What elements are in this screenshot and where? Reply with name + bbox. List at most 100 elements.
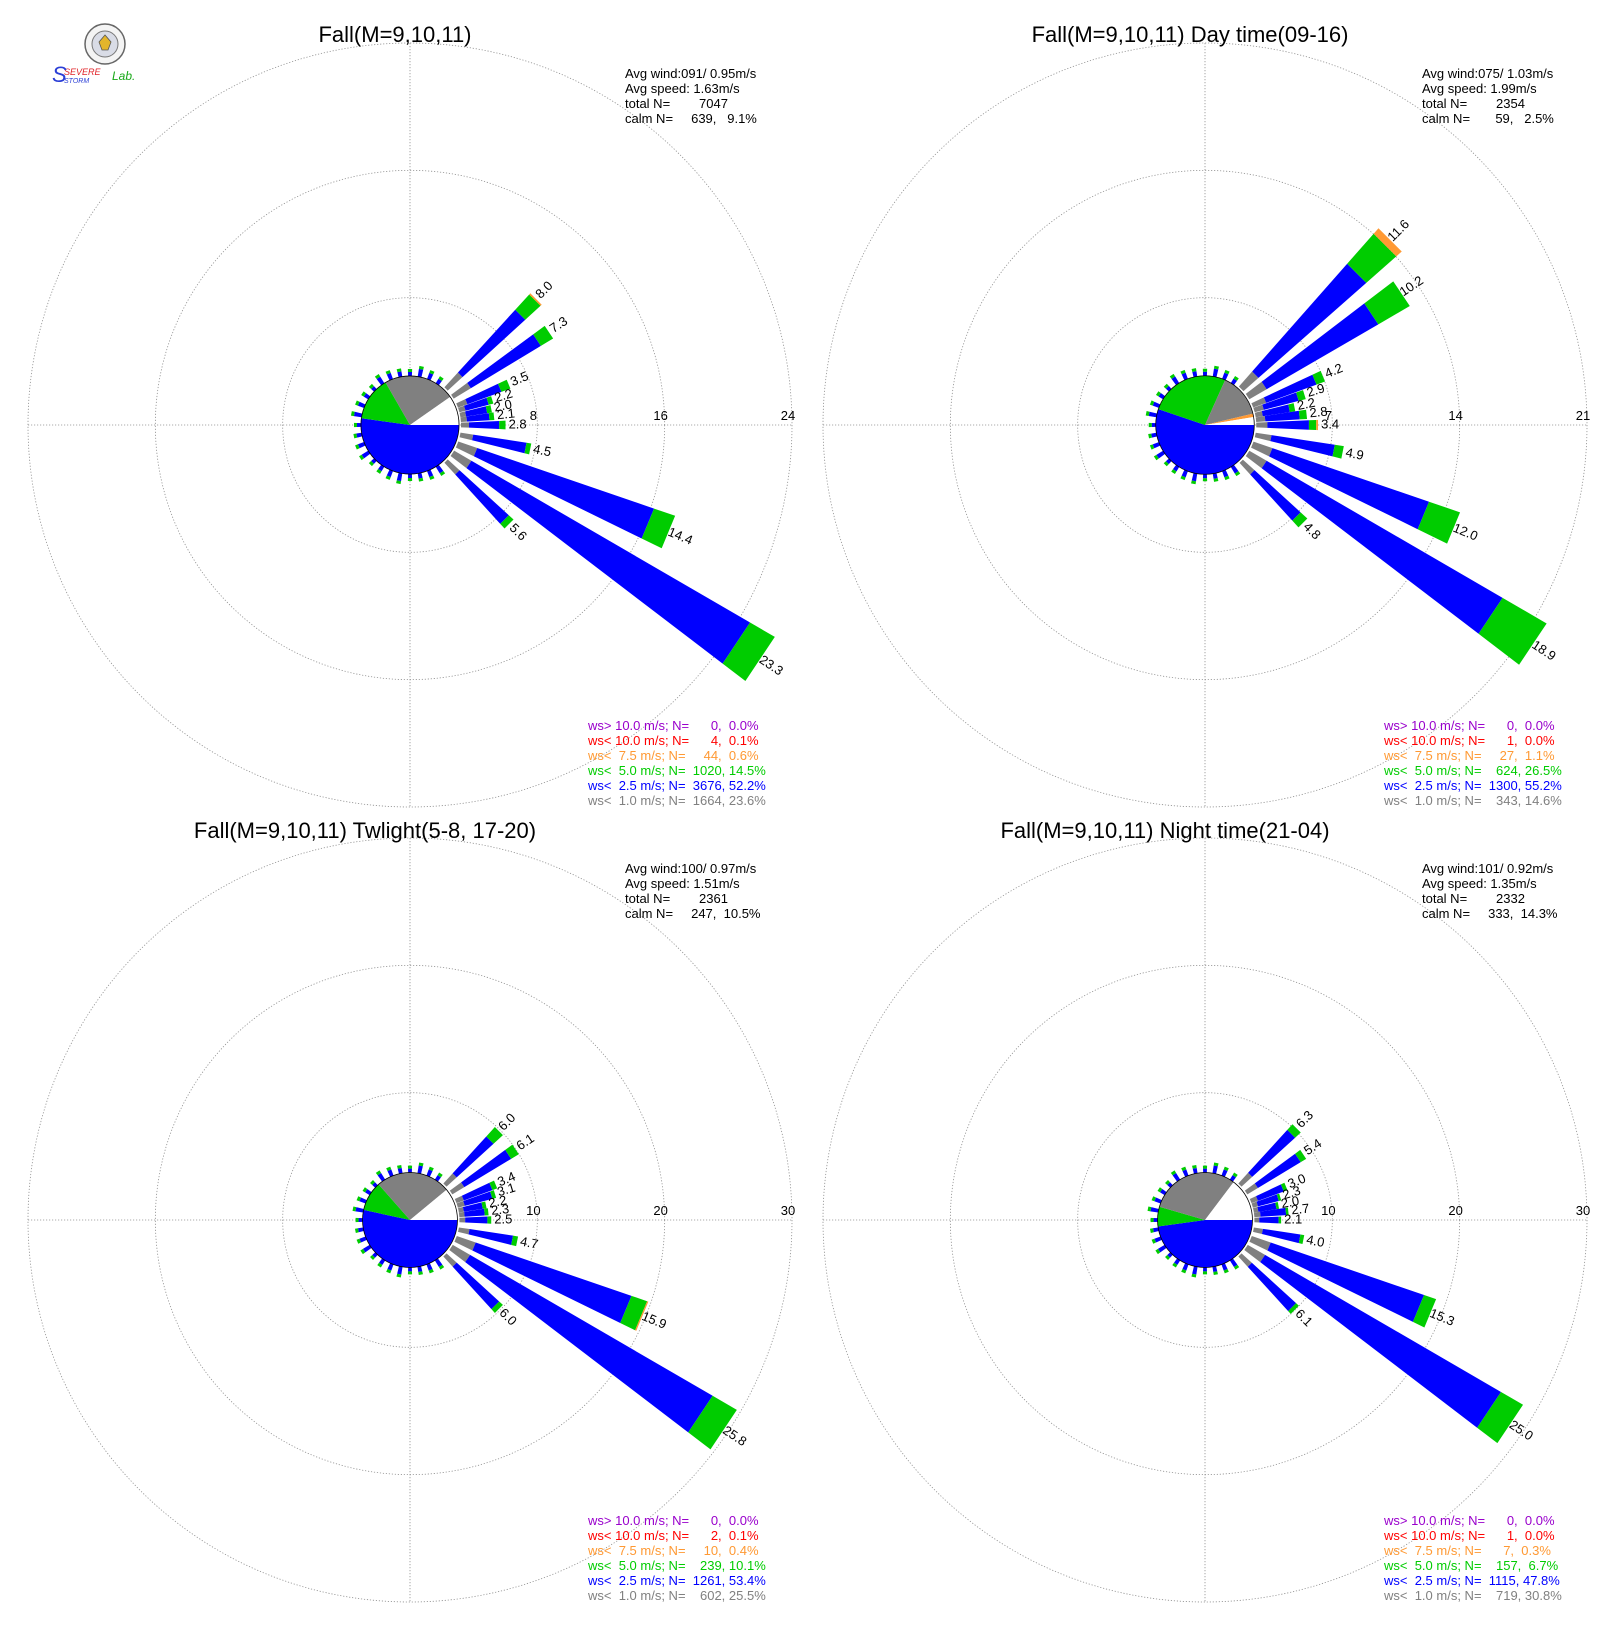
minor-spoke-bar [356,432,363,438]
chart-title: Fall(M=9,10,11) [318,22,471,47]
minor-spoke-bar [1150,1217,1154,1223]
spoke-bar [455,441,478,457]
spoke-bar [490,1190,497,1199]
minor-spoke-bar [1152,442,1161,449]
minor-spoke-bar [1155,391,1161,397]
legend-entry: ws< 7.5 m/s; N= 10, 0.4% [587,1543,759,1558]
spoke-value-label: 2.9 [1305,380,1327,400]
minor-spoke-bar [1229,1175,1236,1182]
legend-entry: ws< 5.0 m/s; N= 239, 10.1% [587,1558,766,1573]
minor-spoke-bar [1232,1172,1238,1178]
spoke-bar [472,1242,632,1323]
spoke-value-label: 4.9 [1344,445,1365,463]
stats-line: calm N= 333, 14.3% [1422,906,1558,921]
minor-spoke-bar [360,1248,366,1255]
minor-spoke-bar [1181,469,1188,478]
minor-spoke-bar [375,1170,382,1176]
minor-spoke-bar [1191,480,1197,485]
ring-label: 20 [653,1203,667,1218]
minor-spoke-bar [1152,401,1161,408]
minor-spoke-bar [1212,1266,1218,1273]
spoke-bar [473,448,655,539]
minor-spoke-bar [397,1266,403,1275]
ring-label: 10 [526,1203,540,1218]
spoke-bar [1261,404,1290,417]
spoke-bar [463,1191,493,1206]
minor-spoke-bar [428,1166,434,1171]
minor-spoke-bar [1157,1244,1167,1253]
minor-spoke-bar [396,480,402,485]
minor-spoke-bar [437,1172,443,1178]
minor-spoke-bar [407,1271,413,1275]
spoke-value-label: 6.0 [497,1305,520,1328]
minor-spoke-bar [1224,369,1230,375]
minor-spoke-bar [386,469,393,478]
minor-spoke-bar [408,1168,412,1173]
logo-text-severe: SEVERE [64,67,102,77]
stats-line: Avg speed: 1.99m/s [1422,81,1537,96]
minor-spoke-bar [386,1269,392,1274]
minor-spoke-bar [397,1164,402,1169]
minor-spoke-bar [1171,376,1180,386]
spoke-bar [1238,1172,1253,1187]
spoke-bar [454,1236,476,1251]
pie-slice [385,375,451,425]
spoke-value-label: 2.8 [1309,404,1329,421]
minor-spoke-bar [368,383,374,389]
minor-spoke-bar [1160,1189,1167,1196]
minor-spoke-bar [434,1175,441,1182]
legend-entry: ws< 10.0 m/s; N= 4, 0.1% [587,733,759,748]
legend-entry: ws< 1.0 m/s; N= 719, 30.8% [1383,1588,1562,1603]
pie-slice [1205,416,1255,425]
minor-spoke-bar [350,411,355,417]
spoke-bar [1254,410,1263,418]
minor-spoke-bar [1203,1267,1207,1272]
wind-rose-4: 10 20 306.35.43.02.32.02.72.14.015.325.06.… [822,818,1590,1603]
spoke-value-label: 2.3 [490,1201,510,1218]
minor-spoke-bar [1213,365,1219,370]
minor-spoke-bar [385,370,391,375]
minor-spoke-bar [435,464,444,474]
spoke-bar [452,1262,500,1310]
minor-spoke-bar [1150,1207,1159,1213]
spoke-bar [461,1149,512,1188]
pie-slice [1158,375,1226,425]
minor-spoke-bar [358,1218,363,1222]
spoke-bar [468,1229,514,1245]
spoke-value-label: 5.6 [507,520,530,543]
spoke-bar [1253,404,1264,413]
minor-spoke-bar [1181,1166,1187,1171]
legend-entry: ws< 7.5 m/s; N= 44, 0.6% [587,748,759,763]
pie-slice [378,1172,447,1220]
spoke-bar [1417,501,1461,544]
minor-spoke-bar [428,1269,434,1274]
spoke-bar [456,1201,465,1208]
spoke-bar [1251,397,1267,408]
spoke-bar [465,1254,713,1433]
minor-spoke-bar [407,478,413,482]
spoke-value-label: 2.7 [1290,1201,1310,1218]
spoke-bar [1256,1184,1284,1201]
wind-rose-1: 8 16 248.07.33.52.22.02.12.84.514.423.35.6… [27,22,795,808]
spoke-bar [487,1216,492,1224]
minor-spoke-bar [1224,475,1230,481]
minor-spoke-bar [1192,371,1198,378]
spoke-bar [1316,419,1319,431]
spoke-bar [529,293,542,306]
spoke-bar [449,1182,465,1195]
minor-spoke-bar [1154,1236,1162,1243]
spoke-bar [444,459,460,475]
pie-outline [1157,1172,1253,1268]
spoke-bar [464,397,489,411]
spoke-bar [491,1301,503,1313]
minor-spoke-bar [1147,1206,1152,1212]
minor-spoke-bar [1145,411,1150,417]
minor-spoke-bar [1192,1266,1198,1275]
legend-entry: ws< 7.5 m/s; N= 7, 0.3% [1383,1543,1551,1558]
minor-spoke-bar [418,1162,424,1167]
minor-spoke-bar [1203,1168,1207,1173]
logo-text-storm: STORM [64,78,89,85]
spoke-bar [1332,444,1344,459]
minor-spoke-bar [438,1264,445,1270]
minor-spoke-bar [1158,392,1166,400]
